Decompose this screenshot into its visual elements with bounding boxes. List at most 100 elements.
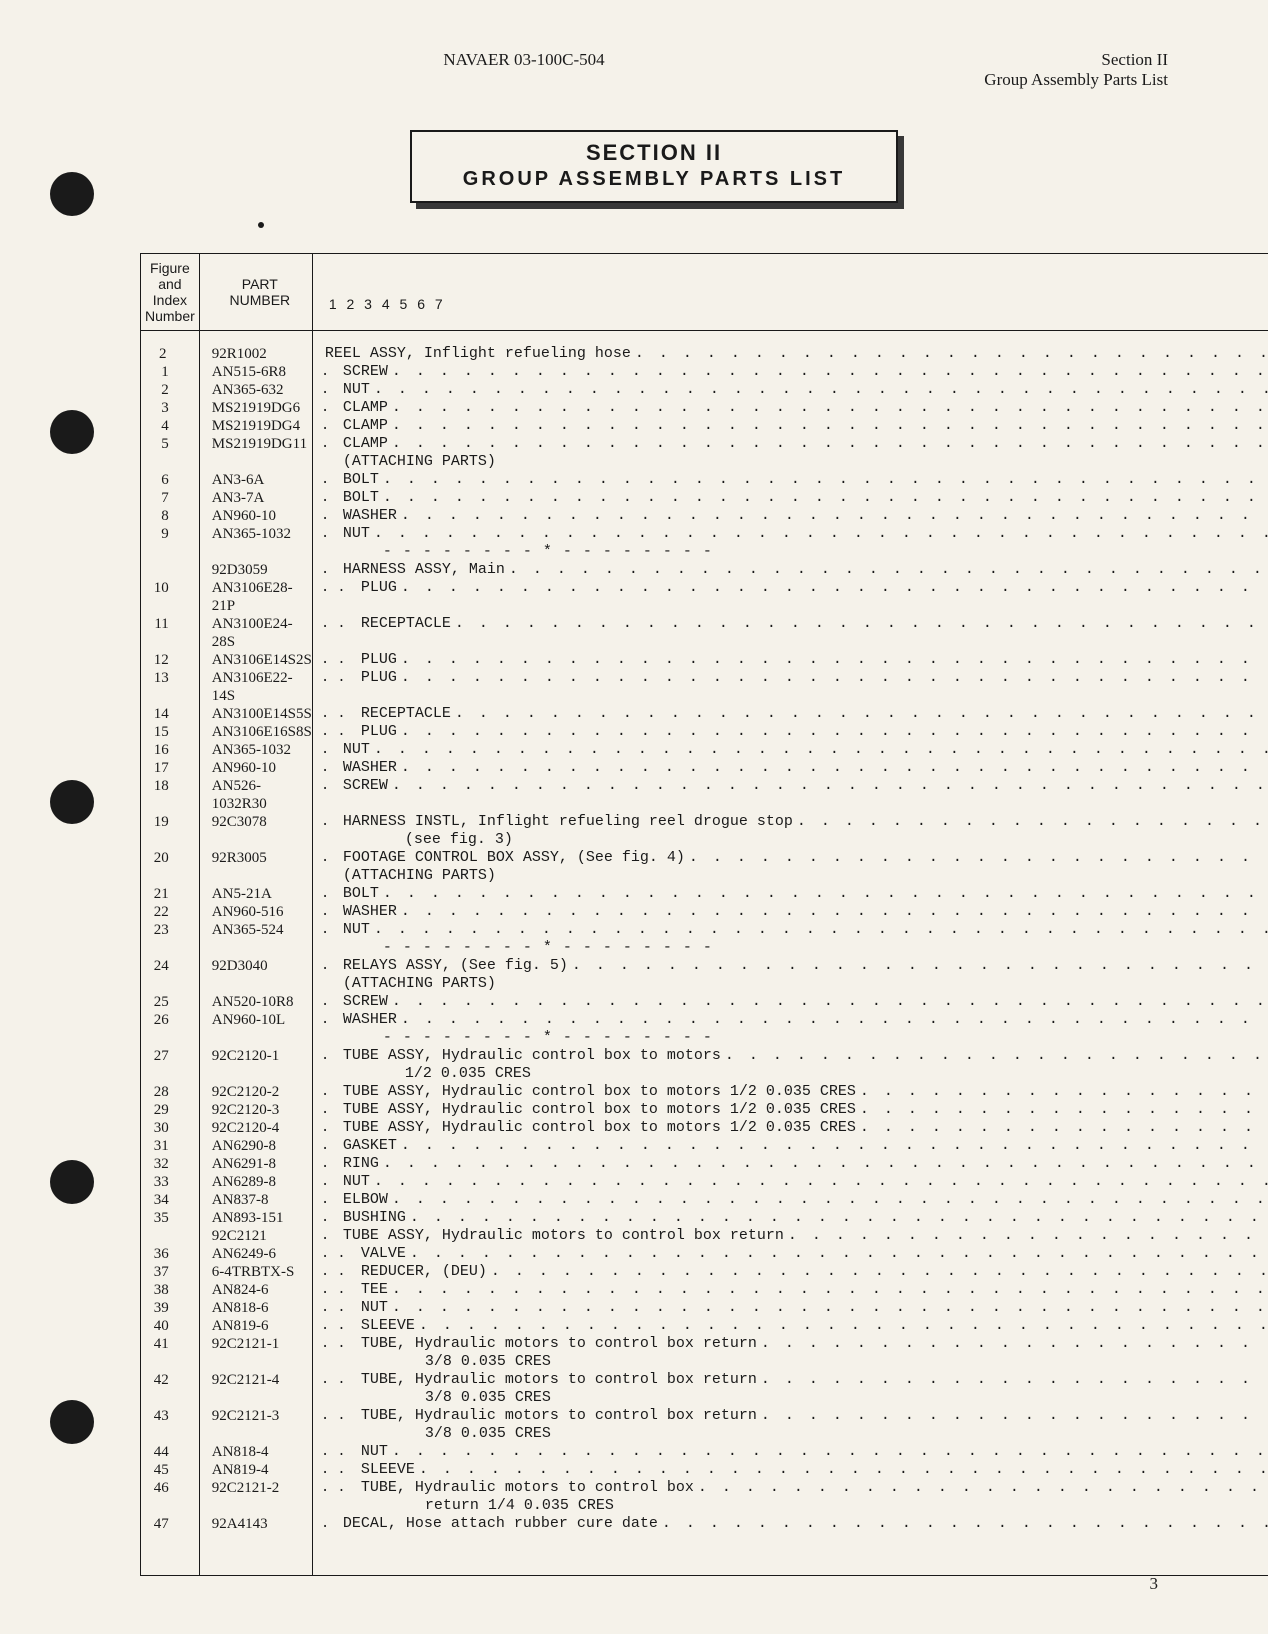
table-row: 45AN819-4..SLEEVE2 — [141, 1461, 1268, 1479]
part-number — [199, 1065, 312, 1083]
separator: - - - - - - - - * - - - - - - - - — [312, 1029, 1268, 1047]
description: .GASKET — [312, 1137, 1268, 1155]
figure-index: 43 — [141, 1407, 200, 1425]
table-row: 3MS21919DG6.CLAMP3 — [141, 399, 1268, 417]
part-number: 92R3005 — [199, 849, 312, 867]
figure-index — [141, 1353, 200, 1371]
description: ..PLUG — [312, 579, 1268, 615]
description: ..PLUG — [312, 669, 1268, 705]
figure-index: 12 — [141, 651, 200, 669]
table-row: 17AN960-10.WASHER6 — [141, 759, 1268, 777]
table-row: 92D3059.HARNESS ASSY, Main1 — [141, 561, 1268, 579]
description: ..TUBE, Hydraulic motors to control box — [312, 1479, 1268, 1497]
description: ..TEE — [312, 1281, 1268, 1299]
table-row: 92C2121.TUBE ASSY, Hydraulic motors to c… — [141, 1227, 1268, 1245]
part-number: 92C2121-2 — [199, 1479, 312, 1497]
description: .CLAMP — [312, 435, 1268, 453]
table-row: - - - - - - - - * - - - - - - - - — [141, 939, 1268, 957]
doc-id: NAVAER 03-100C-504 — [140, 50, 908, 90]
part-number: AN365-524 — [199, 921, 312, 939]
description: .TUBE ASSY, Hydraulic control box to mot… — [312, 1083, 1268, 1101]
description: .WASHER — [312, 1011, 1268, 1029]
table-row: 4292C2121-4..TUBE, Hydraulic motors to c… — [141, 1371, 1268, 1389]
description: ..REDUCER, (DEU) — [312, 1263, 1268, 1281]
col-header-desc: DESCRIPTION 1 2 3 4 5 6 7 — [312, 254, 1268, 331]
part-number — [199, 831, 312, 849]
table-row: 11AN3100E24-28S..RECEPTACLE1 — [141, 615, 1268, 651]
figure-index: 10 — [141, 579, 200, 615]
part-number: 92C3078 — [199, 813, 312, 831]
figure-index: 39 — [141, 1299, 200, 1317]
table-row: 4792A4143.DECAL, Hose attach rubber cure… — [141, 1515, 1268, 1533]
description: ..RECEPTACLE — [312, 615, 1268, 651]
description: .TUBE ASSY, Hydraulic motors to control … — [312, 1227, 1268, 1245]
part-number: 92C2121-3 — [199, 1407, 312, 1425]
part-number — [199, 453, 312, 471]
part-number: AN365-632 — [199, 381, 312, 399]
part-number: AN365-1032 — [199, 741, 312, 759]
figure-index: 19 — [141, 813, 200, 831]
figure-index: 44 — [141, 1443, 200, 1461]
table-row: 3/8 0.035 CRES — [141, 1389, 1268, 1407]
part-number: AN6291-8 — [199, 1155, 312, 1173]
description: ..SLEEVE — [312, 1317, 1268, 1335]
table-row: 4192C2121-1..TUBE, Hydraulic motors to c… — [141, 1335, 1268, 1353]
punch-hole — [50, 780, 94, 824]
figure-index: 45 — [141, 1461, 200, 1479]
table-row: 14AN3100E14S5S..RECEPTACLE1 — [141, 705, 1268, 723]
table-row: 22AN960-516.WASHER2 — [141, 903, 1268, 921]
figure-index: 21 — [141, 885, 200, 903]
part-number: AN960-10 — [199, 759, 312, 777]
figure-index: 1 — [141, 363, 200, 381]
table-row: 32AN6291-8.RING4 — [141, 1155, 1268, 1173]
part-number: AN818-4 — [199, 1443, 312, 1461]
col-header-figure: Figure and Index Number — [141, 254, 200, 331]
separator: - - - - - - - - * - - - - - - - - — [312, 543, 1268, 561]
part-number: AN960-516 — [199, 903, 312, 921]
description: .NUT — [312, 525, 1268, 543]
part-number: AN893-151 — [199, 1209, 312, 1227]
description: .RING — [312, 1155, 1268, 1173]
description: .BOLT — [312, 489, 1268, 507]
description: .BUSHING — [312, 1209, 1268, 1227]
figure-index — [141, 975, 200, 993]
table-row: 4692C2121-2..TUBE, Hydraulic motors to c… — [141, 1479, 1268, 1497]
figure-index: 8 — [141, 507, 200, 525]
figure-index: 16 — [141, 741, 200, 759]
separator: - - - - - - - - * - - - - - - - - — [312, 939, 1268, 957]
figure-index — [141, 453, 200, 471]
table-row: - - - - - - - - * - - - - - - - - — [141, 543, 1268, 561]
description: .NUT — [312, 381, 1268, 399]
part-number: 92C2120-4 — [199, 1119, 312, 1137]
part-number: MS21919DG6 — [199, 399, 312, 417]
table-row: 31AN6290-8.GASKET4 — [141, 1137, 1268, 1155]
description: ..TUBE, Hydraulic motors to control box … — [312, 1335, 1268, 1353]
description: .BOLT — [312, 885, 1268, 903]
punch-hole — [50, 1160, 94, 1204]
table-row: 13AN3106E22-14S..PLUG1 — [141, 669, 1268, 705]
figure-index — [141, 867, 200, 885]
table-row: return 1/4 0.035 CRES — [141, 1497, 1268, 1515]
section-sub: Group Assembly Parts List — [908, 70, 1168, 90]
table-row: 21AN5-21A.BOLT2 — [141, 885, 1268, 903]
table-row: 292R1002REEL ASSY, Inflight refueling ho… — [141, 345, 1268, 363]
part-number — [199, 975, 312, 993]
index-levels: 1 2 3 4 5 6 7 — [329, 296, 446, 312]
description: .WASHER — [312, 759, 1268, 777]
section-label: Section II — [908, 50, 1168, 70]
header-right: Section II Group Assembly Parts List — [908, 50, 1168, 90]
part-number: AN3100E14S5S — [199, 705, 312, 723]
description: .RELAYS ASSY, (See fig. 5) — [312, 957, 1268, 975]
part-number — [199, 1353, 312, 1371]
figure-index: 7 — [141, 489, 200, 507]
table-row: 33AN6289-8.NUT4 — [141, 1173, 1268, 1191]
figure-index: 6 — [141, 471, 200, 489]
table-header-row: Figure and Index Number PART NUMBER DESC… — [141, 254, 1268, 331]
figure-index — [141, 1497, 200, 1515]
description: .SCREW — [312, 993, 1268, 1011]
description: .SCREW — [312, 363, 1268, 381]
description: .CLAMP — [312, 417, 1268, 435]
description: .FOOTAGE CONTROL BOX ASSY, (See fig. 4) — [312, 849, 1268, 867]
part-number: AN5-21A — [199, 885, 312, 903]
part-number: 92D3059 — [199, 561, 312, 579]
